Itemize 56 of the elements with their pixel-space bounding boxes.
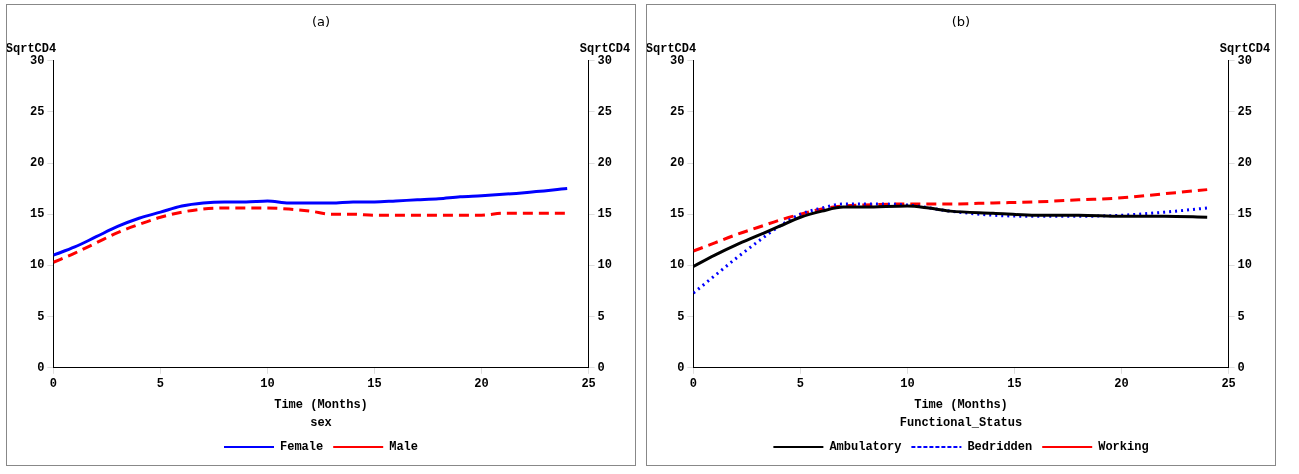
y-tick-label: 0 bbox=[677, 360, 685, 375]
x-tick-label: 20 bbox=[1114, 377, 1129, 392]
y-tick-label: 30 bbox=[30, 53, 45, 68]
x-axis-title: Time (Months) bbox=[274, 398, 368, 413]
y2-tick-label: 25 bbox=[1237, 104, 1252, 119]
legend-title: Functional_Status bbox=[899, 415, 1023, 430]
y-tick-label: 25 bbox=[30, 104, 45, 119]
x-tick-label: 0 bbox=[49, 377, 57, 392]
y-tick-label: 15 bbox=[670, 207, 685, 222]
x-tick-label: 10 bbox=[900, 377, 915, 392]
y-tick-label: 20 bbox=[670, 156, 685, 171]
x-axis-title: Time (Months) bbox=[914, 398, 1008, 413]
y-tick-label: 0 bbox=[37, 360, 45, 375]
x-tick-label: 20 bbox=[474, 377, 489, 392]
legend-label: Working bbox=[1098, 440, 1149, 455]
y2-tick-label: 25 bbox=[597, 104, 612, 119]
y2-axis-title: SqrtCD4 bbox=[579, 41, 631, 56]
legend-label: Female bbox=[279, 440, 324, 455]
x-tick-label: 5 bbox=[796, 377, 805, 392]
y-tick-label: 5 bbox=[37, 309, 45, 324]
y2-tick-label: 15 bbox=[597, 207, 612, 222]
y-tick-label: 30 bbox=[670, 53, 685, 68]
line-series bbox=[693, 202, 1209, 295]
y2-tick-label: 0 bbox=[597, 360, 605, 375]
legend-title: sex bbox=[310, 415, 332, 430]
y-tick-label: 10 bbox=[670, 258, 685, 273]
y-tick-label: 5 bbox=[677, 309, 685, 324]
y2-axis-title: SqrtCD4 bbox=[1219, 41, 1271, 56]
y2-tick-label: 15 bbox=[1237, 207, 1252, 222]
legend-label: Male bbox=[389, 440, 419, 455]
x-tick-label: 5 bbox=[156, 377, 165, 392]
x-tick-label: 15 bbox=[1007, 377, 1022, 392]
legend-label: Bedridden bbox=[967, 440, 1033, 455]
y2-tick-label: 5 bbox=[1237, 309, 1245, 324]
x-tick-label: 10 bbox=[260, 377, 275, 392]
line-series bbox=[693, 188, 1209, 253]
chart-title: (b) bbox=[951, 14, 971, 30]
x-tick-label: 15 bbox=[367, 377, 382, 392]
chart-title: (a) bbox=[311, 14, 331, 30]
y2-tick-label: 10 bbox=[597, 258, 612, 273]
y-tick-label: 15 bbox=[30, 207, 45, 222]
y2-tick-label: 10 bbox=[1237, 258, 1252, 273]
y2-tick-label: 5 bbox=[597, 309, 605, 324]
y2-tick-label: 30 bbox=[1237, 53, 1252, 68]
y2-tick-label: 0 bbox=[1237, 360, 1245, 375]
y2-tick-label: 20 bbox=[1237, 156, 1252, 171]
y-tick-label: 20 bbox=[30, 156, 45, 171]
x-tick-label: 0 bbox=[689, 377, 697, 392]
legend-label: Ambulatory bbox=[829, 440, 902, 455]
y2-tick-label: 30 bbox=[597, 53, 612, 68]
y2-tick-label: 20 bbox=[597, 156, 612, 171]
x-tick-label: 25 bbox=[581, 377, 596, 392]
y-tick-label: 25 bbox=[670, 104, 685, 119]
y-tick-label: 10 bbox=[30, 258, 45, 273]
line-series bbox=[53, 187, 569, 257]
x-tick-label: 25 bbox=[1221, 377, 1236, 392]
